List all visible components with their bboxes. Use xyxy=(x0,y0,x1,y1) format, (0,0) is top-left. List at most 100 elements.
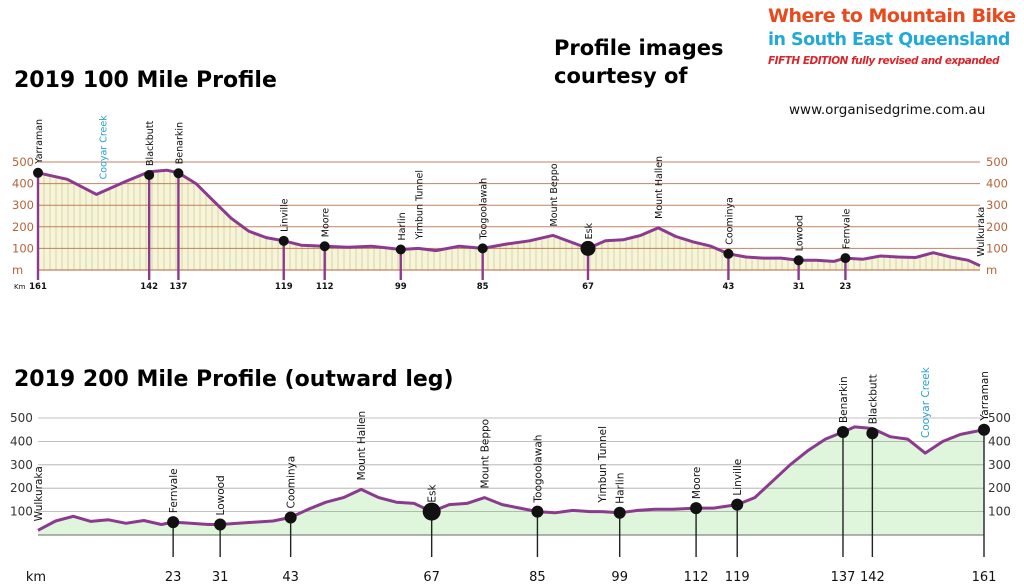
place-marker-yarraman xyxy=(978,423,990,436)
place-label-coominya: Coominya xyxy=(286,456,298,509)
y-tick-label-right: 400 xyxy=(986,177,1008,191)
place-label-benarkin: Benarkin xyxy=(838,376,850,423)
place-marker-esk xyxy=(580,240,596,256)
place-label-harlin: Harlin xyxy=(397,212,408,240)
place-label-esk: Esk xyxy=(584,222,595,239)
km-label-119: 119 xyxy=(275,282,293,292)
km-label-23: 23 xyxy=(165,570,182,585)
y-tick-label-right: 300 xyxy=(986,198,1008,212)
place-label-toogoolawah: Toogoolawah xyxy=(479,178,490,241)
km-label-85: 85 xyxy=(477,282,489,292)
km-label-67: 67 xyxy=(423,570,440,585)
place-label-harlin: Harlin xyxy=(615,473,627,504)
y-tick-label-left: 400 xyxy=(10,434,33,448)
place-marker-benarkin xyxy=(836,426,849,439)
x-unit-label: km xyxy=(26,570,46,585)
place-marker-esk xyxy=(422,502,441,521)
y-tick-label-right: 100 xyxy=(986,241,1008,255)
place-marker-harlin xyxy=(613,506,626,519)
km-label-112: 112 xyxy=(316,282,334,292)
place-label-wulkuraka: Wulkuraka xyxy=(33,466,45,521)
place-label-yarraman: Yarraman xyxy=(34,119,45,165)
y-tick-label-right: 400 xyxy=(988,434,1011,448)
km-label-161: 161 xyxy=(29,282,47,292)
km-label-43: 43 xyxy=(722,282,734,292)
place-label-esk: Esk xyxy=(427,483,439,502)
place-label-mount-hallen: Mount Hallen xyxy=(654,156,665,219)
place-marker-toogoolawah xyxy=(531,505,544,518)
place-label-mount-beppo: Mount Beppo xyxy=(549,163,560,226)
place-marker-moore xyxy=(319,241,330,252)
place-label-blackbutt: Blackbutt xyxy=(145,120,156,165)
y-tick-label-left: 300 xyxy=(10,458,33,472)
credit-line-1: Profile images xyxy=(554,36,724,60)
y-tick-label-left: 500 xyxy=(12,155,34,169)
km-label-99: 99 xyxy=(611,570,628,585)
brand-line-1: Where to Mountain Bike xyxy=(768,5,1016,27)
y-tick-label-right: 500 xyxy=(986,155,1008,169)
place-label-coominya: Coominya xyxy=(724,197,735,245)
km-label-31: 31 xyxy=(212,570,229,585)
place-marker-coominya xyxy=(284,511,297,524)
km-label-67: 67 xyxy=(582,282,594,292)
profile-chart-100-mile: 500 500 400 400 300 300 200 200 100 100 m m Yarraman… xyxy=(12,115,1008,292)
place-marker-harlin xyxy=(395,244,406,255)
place-label-mount-hallen: Mount Hallen xyxy=(356,411,368,481)
place-label-lowood: Lowood xyxy=(795,215,806,251)
km-label-85: 85 xyxy=(529,570,546,585)
brand-line-2: in South East Queensland xyxy=(768,30,1010,50)
place-label-moore: Moore xyxy=(321,208,332,238)
place-label-lowood: Lowood xyxy=(215,475,227,515)
y-tick-label-right: 500 xyxy=(988,411,1011,425)
elevation-area-fill xyxy=(38,170,980,270)
km-label-161: 161 xyxy=(972,570,997,585)
km-label-137: 137 xyxy=(170,282,188,292)
chart-title-100-mile: 2019 100 Mile Profile xyxy=(14,68,277,93)
place-label-linville: Linville xyxy=(280,198,291,231)
y-tick-label-right: 200 xyxy=(988,481,1011,495)
place-marker-benarkin xyxy=(173,168,184,179)
x-unit-label: Km xyxy=(14,283,26,291)
brand-line-3: FIFTH EDITION fully revised and expanded xyxy=(768,55,999,67)
km-label-23: 23 xyxy=(840,282,852,292)
y-unit-label-right: m xyxy=(986,263,997,277)
place-label-cooyar-creek: Cooyar Creek xyxy=(98,115,109,180)
book-logo: Where to Mountain Bike in South East Que… xyxy=(768,4,1020,70)
place-label-mount-beppo: Mount Beppo xyxy=(480,419,492,489)
place-marker-coominya xyxy=(723,248,734,259)
place-label-yimbun-tunnel: Yimbun Tunnel xyxy=(597,426,609,504)
y-unit-label-left: m xyxy=(12,263,23,277)
y-tick-label-left: 300 xyxy=(12,198,34,212)
website-url: www.organisedgrime.com.au xyxy=(789,102,986,118)
place-marker-toogoolawah xyxy=(477,243,488,254)
place-label-toogoolawah: Toogoolawah xyxy=(532,435,544,504)
place-label-cooyar-creek: Cooyar Creek xyxy=(920,366,932,438)
place-marker-lowood xyxy=(214,518,227,531)
chart-title-200-mile: 2019 200 Mile Profile (outward leg) xyxy=(14,367,454,392)
place-marker-blackbutt xyxy=(866,427,879,440)
place-label-wulkuraka: Wulkuraka xyxy=(976,207,987,257)
y-tick-label-left: 200 xyxy=(12,220,34,234)
credit-text: Profile images courtesy of xyxy=(554,34,724,90)
place-label-moore: Moore xyxy=(691,467,703,499)
km-label-99: 99 xyxy=(395,282,407,292)
place-marker-fernvale xyxy=(167,516,180,529)
place-marker-lowood xyxy=(793,255,804,266)
y-tick-label-left: 400 xyxy=(12,177,34,191)
place-label-fernvale: Fernvale xyxy=(841,208,852,249)
credit-line-2: courtesy of xyxy=(554,64,688,88)
y-tick-label-right: 300 xyxy=(988,458,1011,472)
place-label-linville: Linville xyxy=(732,459,744,496)
place-label-fernvale: Fernvale xyxy=(168,468,180,513)
y-tick-label-left: 500 xyxy=(10,411,33,425)
elevation-line xyxy=(37,425,985,532)
place-marker-blackbutt xyxy=(144,169,155,180)
place-marker-linville xyxy=(278,235,289,246)
km-label-112: 112 xyxy=(684,570,709,585)
y-tick-label-left: 100 xyxy=(10,505,33,519)
km-label-119: 119 xyxy=(725,570,750,585)
place-marker-moore xyxy=(690,502,703,515)
place-marker-fernvale xyxy=(840,253,851,264)
km-label-137: 137 xyxy=(831,570,856,585)
